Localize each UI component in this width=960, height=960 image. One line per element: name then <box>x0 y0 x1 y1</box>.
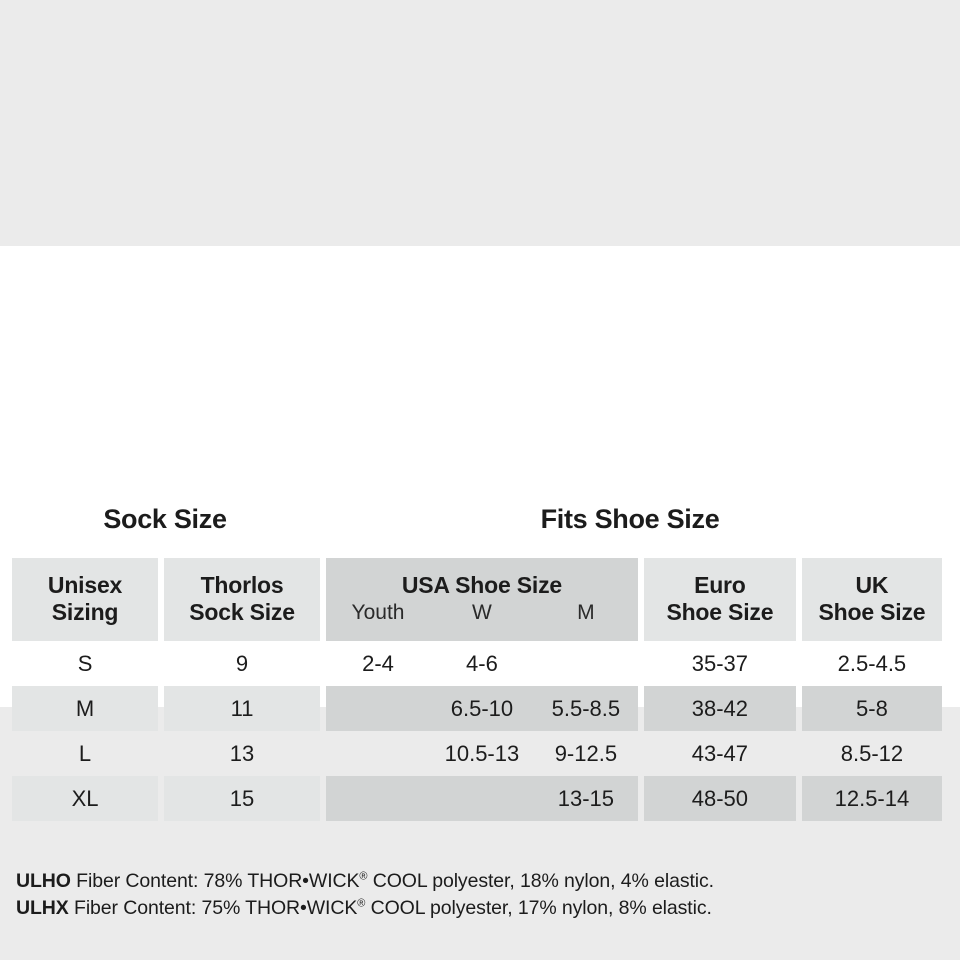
header-usa-title: USA Shoe Size <box>401 572 563 598</box>
group-title-row: Sock Size Fits Shoe Size <box>12 504 942 546</box>
header-usa-sub-youth: Youth <box>351 601 405 624</box>
cell-unisex: M <box>12 686 159 731</box>
table-row: S 9 2-4 4-6 35-37 2.5-4.5 <box>12 641 942 686</box>
header-unisex-line1: Unisex <box>47 571 123 598</box>
cell-thorlos: 13 <box>229 740 255 766</box>
cell-usa-m: 13-15 <box>557 785 615 811</box>
table-row: XL 15 13-15 48-50 12.5-14 <box>12 776 942 821</box>
registered-trademark-icon: ® <box>359 870 368 883</box>
header-usa-shoe-size: USA Shoe Size Youth W M <box>326 558 638 641</box>
header-euro-shoe-size: Euro Shoe Size <box>643 558 796 641</box>
cell-uk: 8.5-12 <box>840 740 904 766</box>
header-usa-sub-m: M <box>577 601 595 624</box>
header-usa-subcolumns: Youth W M <box>326 601 638 625</box>
footnote-ulho: ULHO Fiber Content: 78% THOR•WICK® COOL … <box>16 868 936 895</box>
header-unisex-sizing: Unisex Sizing <box>12 558 159 641</box>
cell-usa-w: 4-6 <box>466 650 498 676</box>
cell-uk: 2.5-4.5 <box>837 650 907 676</box>
cell-usa-w: 6.5-10 <box>450 695 514 721</box>
fiber-content-footnotes: ULHO Fiber Content: 78% THOR•WICK® COOL … <box>16 868 936 922</box>
cell-unisex: XL <box>12 776 159 821</box>
cell-usa-youth: 2-4 <box>362 650 394 676</box>
cell-euro: 38-42 <box>643 686 796 731</box>
cell-unisex: L <box>78 740 92 766</box>
header-thorlos-line2: Sock Size <box>189 598 295 625</box>
footnote-ulhx-code: ULHX <box>16 897 69 919</box>
registered-trademark-icon: ® <box>357 897 366 910</box>
footnote-ulho-text-before: Fiber Content: 78% THOR•WICK <box>70 870 360 892</box>
cell-euro: 35-37 <box>691 650 748 676</box>
header-uk-shoe-size: UK Shoe Size <box>801 558 942 641</box>
footnote-ulhx-text-before: Fiber Content: 75% THOR•WICK <box>68 897 358 919</box>
footnote-ulho-text-after: COOL polyester, 18% nylon, 4% elastic. <box>367 870 714 892</box>
cell-unisex: S <box>77 650 93 676</box>
cell-uk: 12.5-14 <box>801 776 942 821</box>
table-row: L 13 10.5-13 9-12.5 43-47 8.5-12 <box>12 731 942 776</box>
table-header-row: Unisex Sizing Thorlos Sock Size USA Shoe… <box>12 558 942 641</box>
group-title-sock-size: Sock Size <box>103 504 227 534</box>
header-uk-line2: Shoe Size <box>818 598 926 625</box>
header-usa-sub-w: W <box>472 601 492 624</box>
sizing-table: Unisex Sizing Thorlos Sock Size USA Shoe… <box>12 558 942 821</box>
header-thorlos-line1: Thorlos <box>200 571 284 598</box>
header-uk-line1: UK <box>855 571 889 598</box>
footnote-ulho-code: ULHO <box>16 870 71 892</box>
table-row: M 11 6.5-10 5.5-8.5 38-42 5-8 <box>12 686 942 731</box>
header-euro-line2: Shoe Size <box>666 598 774 625</box>
footnote-ulhx: ULHX Fiber Content: 75% THOR•WICK® COOL … <box>16 895 936 922</box>
cell-uk: 5-8 <box>801 686 942 731</box>
cell-euro: 48-50 <box>643 776 796 821</box>
cell-euro: 43-47 <box>691 740 748 766</box>
header-euro-line1: Euro <box>694 571 746 598</box>
header-thorlos-sock-size: Thorlos Sock Size <box>164 558 320 641</box>
header-unisex-line2: Sizing <box>51 598 119 625</box>
chart-sheet: Sock Size Fits Shoe Size Unisex Sizing T… <box>0 246 960 919</box>
cell-usa: 6.5-10 5.5-8.5 <box>326 686 638 731</box>
cell-usa-m: 9-12.5 <box>554 740 618 766</box>
cell-thorlos: 9 <box>235 650 249 676</box>
cell-usa-w: 10.5-13 <box>444 740 520 766</box>
cell-usa: 2-4 4-6 <box>326 641 638 686</box>
group-title-fits-shoe-size: Fits Shoe Size <box>540 504 720 534</box>
cell-usa: 10.5-13 9-12.5 <box>326 731 638 776</box>
cell-usa: 13-15 <box>326 776 638 821</box>
cell-thorlos: 11 <box>164 686 320 731</box>
footnote-ulhx-text-after: COOL polyester, 17% nylon, 8% elastic. <box>365 897 712 919</box>
cell-thorlos: 15 <box>164 776 320 821</box>
cell-usa-m: 5.5-8.5 <box>551 695 621 721</box>
